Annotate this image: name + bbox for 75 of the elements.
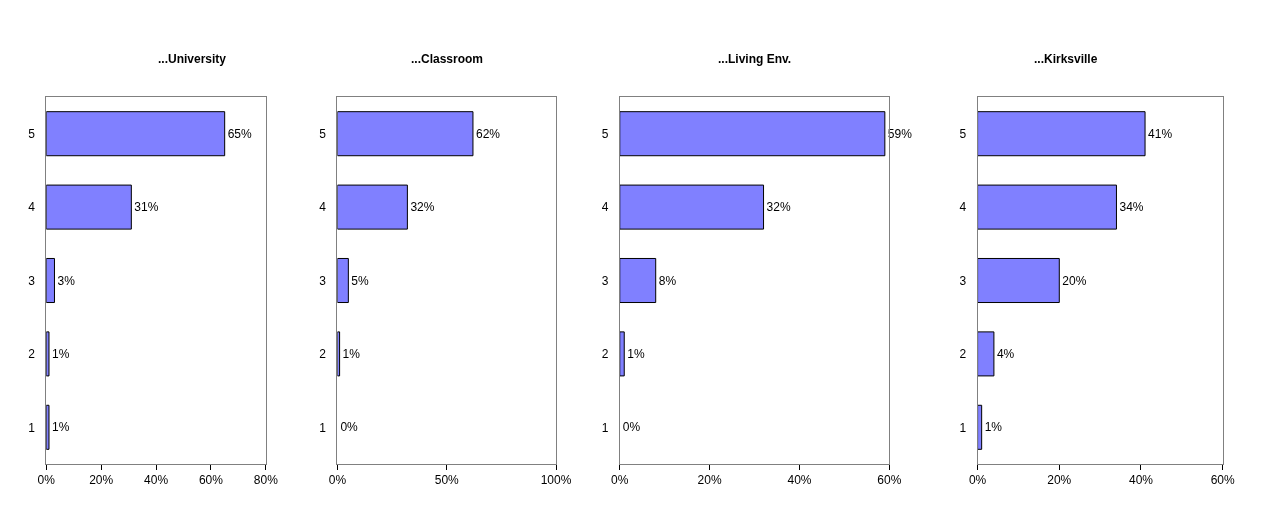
y-tick-label: 2: [319, 347, 327, 362]
bar: [619, 111, 886, 157]
bar: [977, 111, 1146, 157]
y-tick-label: 3: [28, 273, 36, 288]
bar: [46, 404, 50, 450]
y-tick-label: 2: [601, 347, 609, 362]
data-label: 32%: [410, 200, 435, 215]
bar: [337, 111, 474, 157]
y-tick-label: 5: [601, 126, 609, 141]
x-tick-label: 40%: [1128, 473, 1154, 488]
data-label: 5%: [351, 273, 370, 288]
x-tick-label: 60%: [877, 473, 902, 488]
x-tick-label: 80%: [253, 473, 279, 488]
data-label: 1%: [984, 420, 1003, 435]
bar: [46, 331, 50, 377]
data-label: 1%: [342, 346, 361, 361]
data-label: 65%: [227, 126, 253, 141]
data-label: 1%: [627, 346, 645, 361]
x-tick-label: 20%: [1047, 473, 1072, 488]
x-tick-label: 100%: [540, 473, 572, 488]
y-tick-label: 4: [28, 200, 36, 215]
x-tick-label: 20%: [89, 473, 114, 488]
x-tick-label: 0%: [37, 473, 56, 488]
x-tick-label: 0%: [328, 473, 347, 488]
y-tick-label: 5: [959, 126, 967, 141]
bar: [46, 257, 55, 304]
chart-title: ...Kirksville: [1034, 52, 1098, 66]
bar: [977, 331, 995, 377]
bar: [977, 257, 1060, 304]
data-label: 32%: [766, 200, 791, 215]
data-label: 20%: [1062, 273, 1087, 288]
data-label: 1%: [51, 346, 70, 361]
y-tick-label: 3: [601, 273, 609, 288]
y-tick-label: 5: [319, 126, 327, 141]
x-tick-label: 40%: [144, 473, 169, 488]
chart-title: ...Classroom: [411, 52, 484, 66]
x-tick-label: 60%: [198, 473, 224, 488]
y-tick-label: 4: [959, 200, 967, 215]
y-tick-label: 1: [601, 420, 609, 435]
data-label: 62%: [475, 126, 501, 141]
data-label: 8%: [658, 273, 677, 288]
y-tick-label: 3: [959, 273, 967, 288]
bar: [619, 184, 765, 230]
chart-title: ...University: [158, 52, 227, 66]
y-tick-label: 1: [28, 420, 36, 435]
data-label: 1%: [51, 420, 70, 435]
y-tick-label: 1: [959, 420, 967, 435]
bar: [337, 257, 349, 304]
data-label: 4%: [996, 346, 1015, 361]
bar: [46, 184, 132, 230]
bar: [619, 331, 625, 377]
x-tick-label: 0%: [968, 473, 987, 488]
y-tick-label: 3: [319, 273, 327, 288]
x-tick-label: 40%: [787, 473, 812, 488]
y-tick-label: 1: [319, 420, 327, 435]
x-tick-label: 50%: [434, 473, 460, 488]
y-tick-label: 2: [28, 347, 36, 362]
y-tick-label: 4: [601, 200, 609, 215]
data-label: 0%: [622, 420, 641, 435]
data-label: 3%: [57, 273, 76, 288]
y-tick-label: 5: [28, 126, 36, 141]
chart-title: ...Living Env.: [718, 52, 792, 66]
data-label: 34%: [1119, 200, 1144, 215]
x-tick-label: 0%: [611, 473, 629, 488]
data-label: 0%: [340, 420, 359, 435]
bar: [619, 257, 657, 304]
bar: [46, 111, 226, 157]
y-tick-label: 2: [959, 347, 967, 362]
y-tick-label: 4: [319, 200, 327, 215]
bar: [337, 184, 408, 230]
x-tick-label: 60%: [1210, 473, 1235, 488]
data-label: 31%: [134, 200, 159, 215]
bar: [977, 184, 1117, 230]
x-tick-label: 20%: [697, 473, 722, 488]
data-label: 41%: [1148, 126, 1173, 141]
